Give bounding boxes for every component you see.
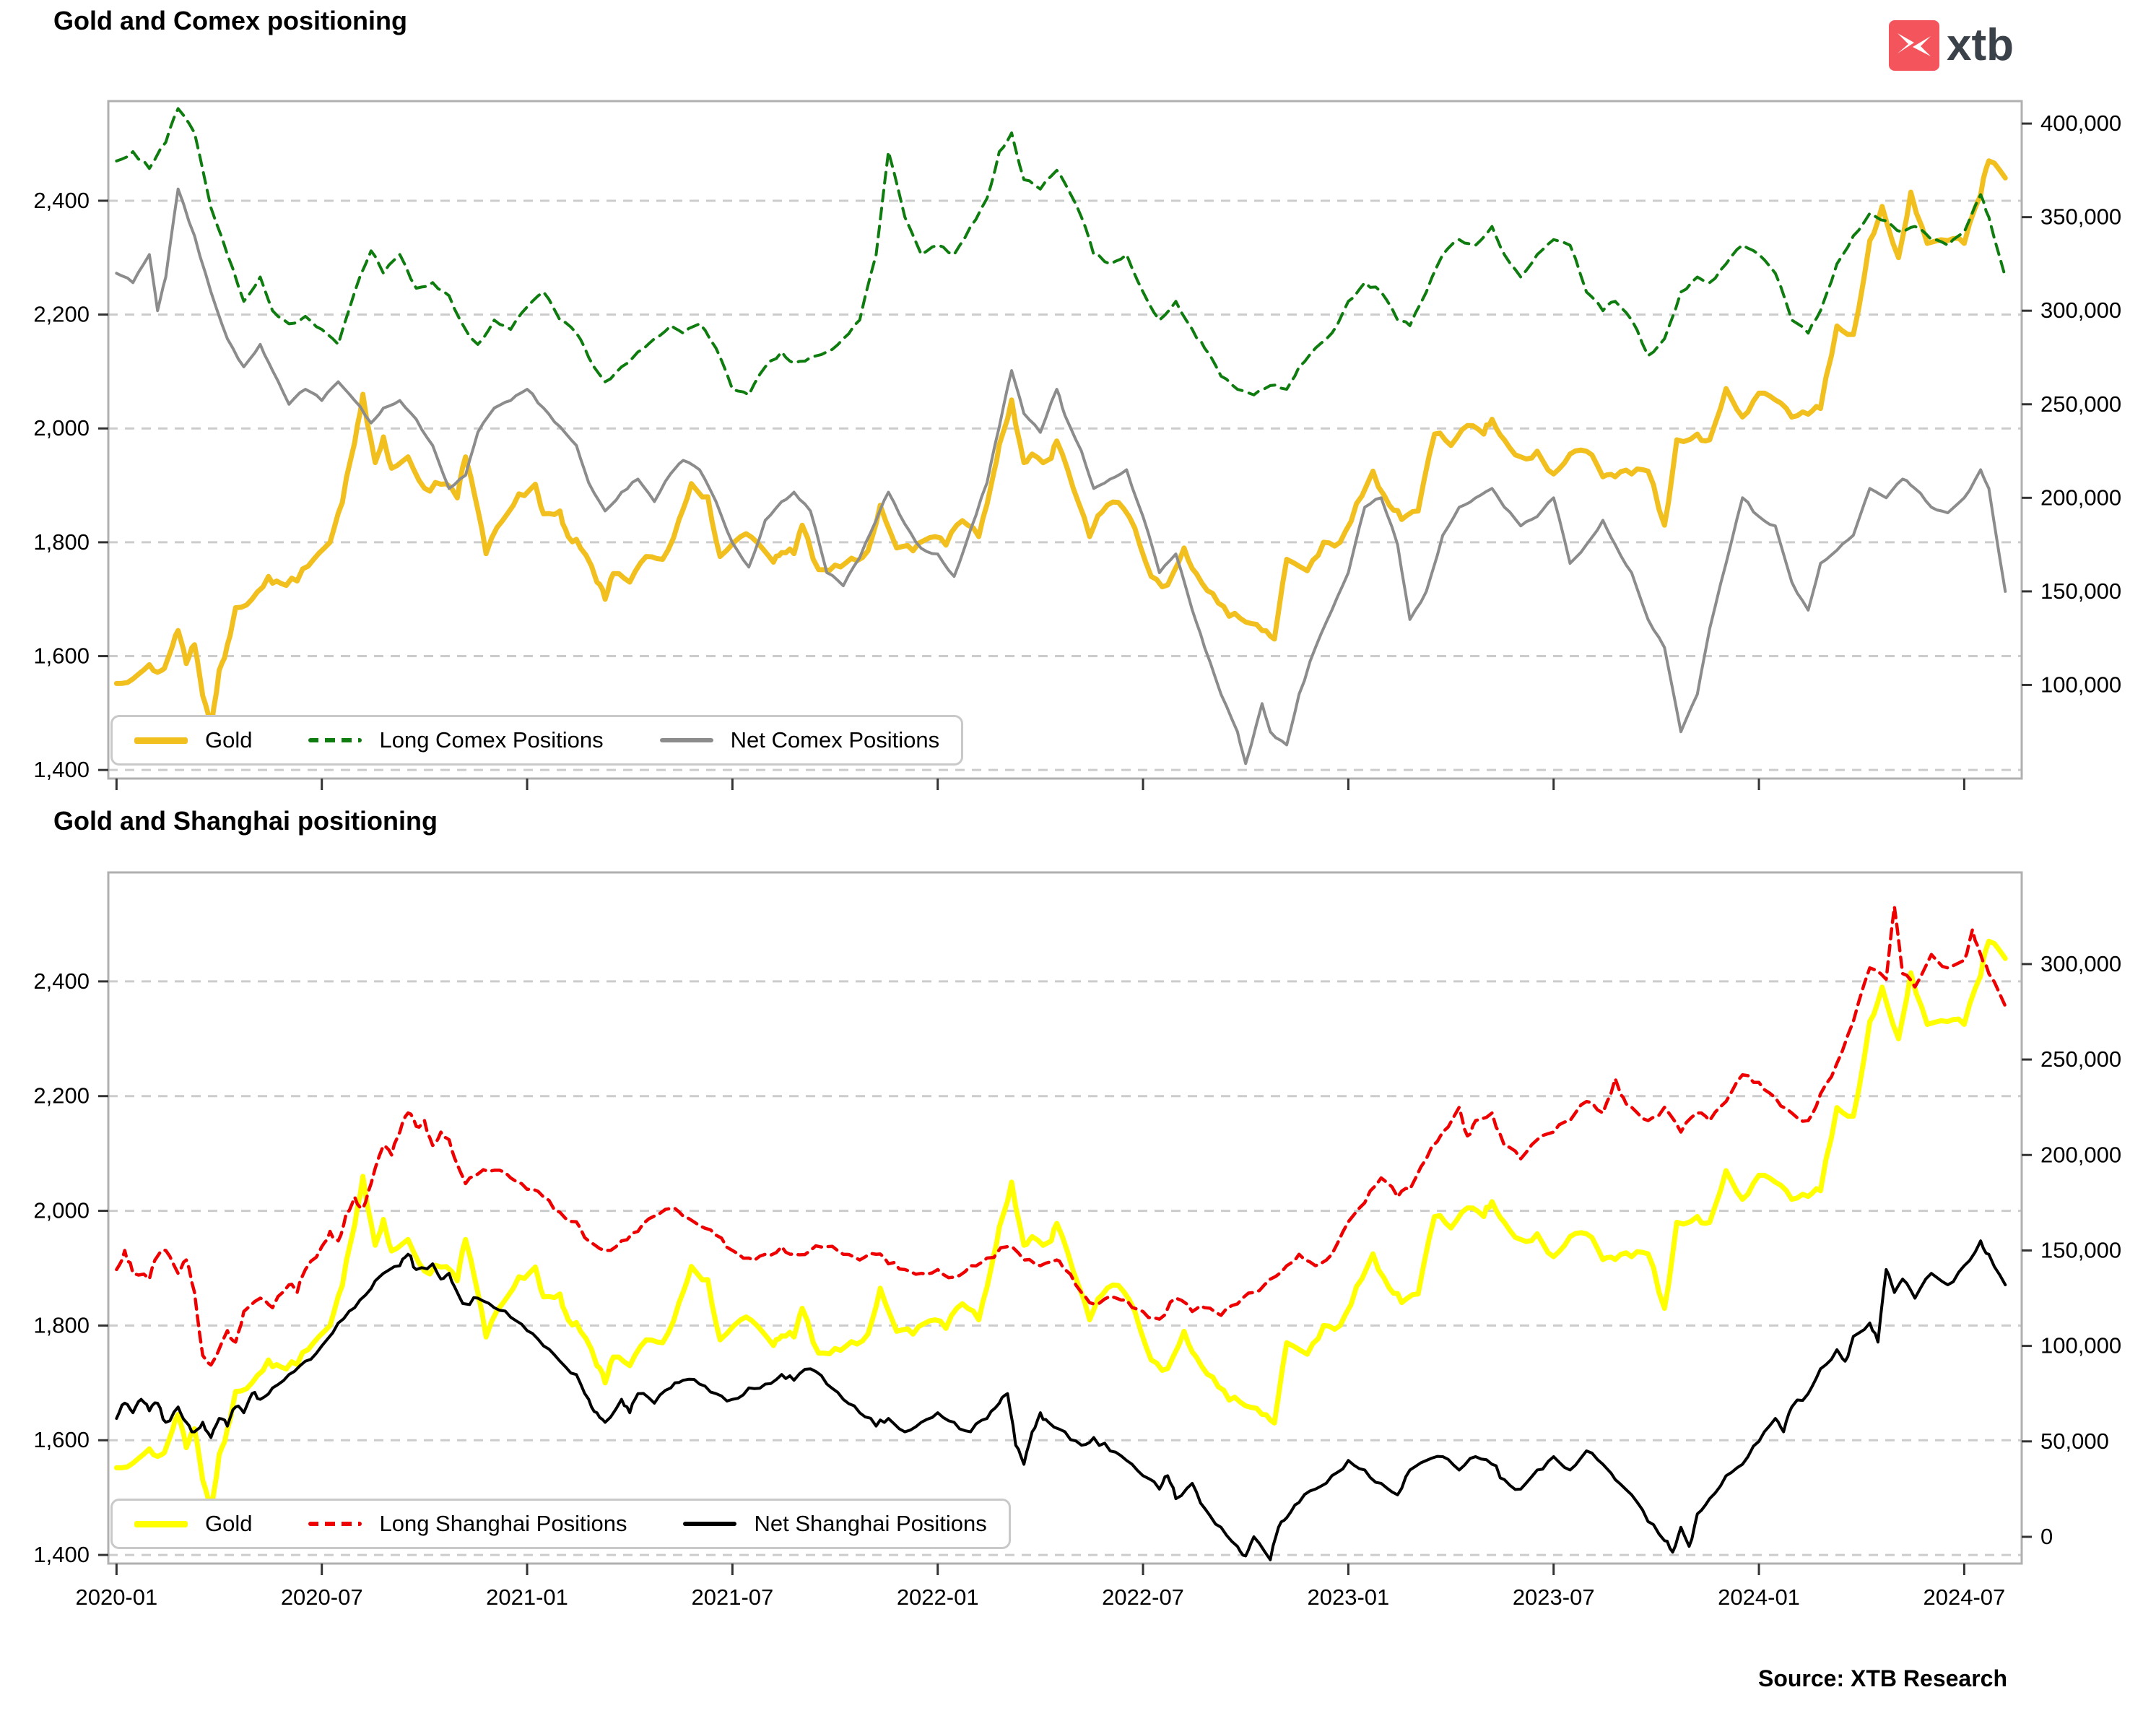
legend-label-net-shanghai: Net Shanghai Positions <box>754 1511 987 1536</box>
series-net-comex-positions <box>115 187 2007 766</box>
x-tick-label: 2024-07 <box>1923 1585 2005 1610</box>
right-tick-label: 400,000 <box>2040 110 2121 136</box>
legend-label-long-comex: Long Comex Positions <box>379 727 604 753</box>
shanghai-chart: 1,400 1,600 1,800 2,000 2,200 2,400 0 50,000 100… <box>33 871 2121 1610</box>
left-tick-label: 2,000 <box>33 415 90 441</box>
right-tick-label: 300,000 <box>2040 951 2121 976</box>
x-tick-label: 2022-07 <box>1102 1585 1184 1610</box>
left-tick-label: 2,400 <box>33 188 90 213</box>
xtb-logo-icon <box>1889 20 1939 71</box>
left-tick-label: 1,400 <box>33 1542 90 1567</box>
right-tick-label: 250,000 <box>2040 1046 2121 1072</box>
gold-line-swatch-2 <box>134 1520 188 1527</box>
right-tick-label: 250,000 <box>2040 391 2121 417</box>
right-tick-label: 0 <box>2040 1524 2053 1549</box>
plot-border <box>107 100 2023 780</box>
left-tick-label: 1,600 <box>33 1427 90 1452</box>
legend-item-net-comex: Net Comex Positions <box>659 727 940 753</box>
legend-label-gold-2: Gold <box>205 1511 253 1536</box>
left-tick-label: 2,200 <box>33 1083 90 1109</box>
net-comex-line-swatch <box>659 738 713 742</box>
xtb-x-icon <box>1898 33 1931 56</box>
left-tick-label: 1,800 <box>33 1312 90 1338</box>
x-tick-label: 2023-01 <box>1307 1585 1389 1610</box>
long-comex-line-swatch <box>308 738 362 742</box>
x-tick-label: 2023-07 <box>1513 1585 1595 1610</box>
right-tick-label: 200,000 <box>2040 1142 2121 1167</box>
chart-title-comex: Gold and Comex positioning <box>53 6 407 35</box>
legend-item-long-comex: Long Comex Positions <box>308 727 604 753</box>
x-tick-label: 2021-07 <box>691 1585 773 1610</box>
left-tick-label: 1,600 <box>33 643 90 669</box>
right-tick-label: 350,000 <box>2040 204 2121 230</box>
comex-legend: Gold Long Comex Positions Net Comex Posi… <box>110 715 964 766</box>
legend-label-long-shanghai: Long Shanghai Positions <box>379 1511 627 1536</box>
net-shanghai-line-swatch <box>683 1522 737 1526</box>
right-tick-label: 150,000 <box>2040 1237 2121 1262</box>
series-gold <box>113 938 2008 1517</box>
left-tick-label: 1,400 <box>33 757 90 782</box>
right-tick-label: 100,000 <box>2040 1333 2121 1358</box>
legend-item-gold: Gold <box>134 727 252 753</box>
long-shanghai-line-swatch <box>308 1521 362 1527</box>
source-credit: Source: XTB Research <box>1757 1665 2007 1691</box>
x-tick-label: 2021-01 <box>486 1585 568 1610</box>
series-gold <box>113 158 2008 733</box>
shanghai-legend: Gold Long Shanghai Positions Net Shangha… <box>110 1499 1011 1549</box>
legend-label-gold: Gold <box>205 727 253 753</box>
x-tick-label: 2020-01 <box>75 1585 157 1610</box>
series-net-shanghai-positions <box>115 1239 2007 1561</box>
legend-item-long-shanghai: Long Shanghai Positions <box>308 1511 627 1537</box>
xtb-logo: xtb <box>1889 20 2014 71</box>
right-tick-label: 300,000 <box>2040 298 2121 323</box>
left-tick-label: 2,400 <box>33 968 90 994</box>
x-tick-label: 2022-01 <box>897 1585 979 1610</box>
plot-border <box>107 871 2023 1565</box>
legend-item-net-shanghai: Net Shanghai Positions <box>683 1511 987 1537</box>
left-tick-label: 2,200 <box>33 302 90 327</box>
x-tick-label: 2024-01 <box>1718 1585 1800 1610</box>
right-tick-label: 50,000 <box>2040 1429 2109 1454</box>
right-tick-label: 150,000 <box>2040 578 2121 604</box>
x-tick-label: 2020-07 <box>281 1585 363 1610</box>
right-tick-label: 100,000 <box>2040 672 2121 697</box>
left-tick-label: 2,000 <box>33 1198 90 1223</box>
left-tick-label: 1,800 <box>33 529 90 555</box>
legend-item-gold-2: Gold <box>134 1511 252 1537</box>
right-tick-label: 200,000 <box>2040 485 2121 510</box>
comex-chart: 1,400 1,600 1,800 2,000 2,200 2,400 100,000 150… <box>33 100 2121 790</box>
legend-label-net-comex: Net Comex Positions <box>730 727 940 753</box>
series-long-comex-positions <box>115 107 2007 396</box>
xtb-logo-text: xtb <box>1947 20 2014 70</box>
series-long-shanghai-positions <box>115 905 2007 1367</box>
gold-line-swatch <box>134 737 188 744</box>
chart-title-shanghai: Gold and Shanghai positioning <box>53 806 438 836</box>
